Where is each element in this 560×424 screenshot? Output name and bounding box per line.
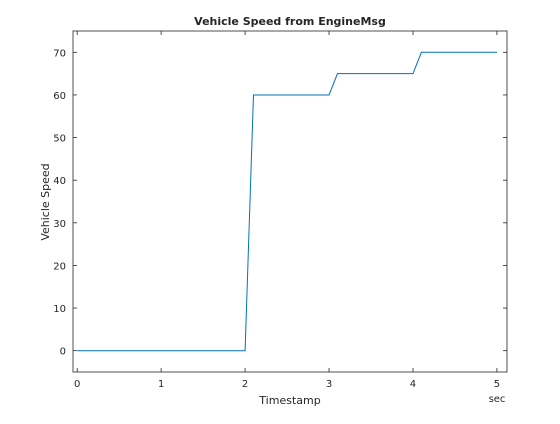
x-tick-label: 4 [410,379,416,390]
x-tick-label: 0 [74,379,80,390]
plot-area [73,31,507,372]
x-unit-label: sec [489,394,506,405]
series-line [77,51,497,352]
x-tick-label: 5 [494,379,500,390]
x-tick-label: 3 [326,379,332,390]
series-group [77,51,497,352]
y-tick-label: 70 [53,48,66,59]
x-tick-label: 1 [158,379,164,390]
y-tick-label: 60 [53,91,66,102]
y-ticks: 0 10 20 30 40 50 60 70 [53,48,507,358]
y-tick-label: 20 [53,261,66,272]
chart-title: Vehicle Speed from EngineMsg [194,15,386,28]
x-ticks: 0 1 2 3 4 5 [74,31,500,390]
x-tick-label: 2 [242,379,248,390]
x-axis-label: Timestamp [258,394,320,407]
y-tick-label: 10 [53,304,66,315]
y-tick-label: 40 [53,176,66,187]
y-axis-label: Vehicle Speed [39,163,52,240]
y-tick-label: 50 [53,134,66,145]
y-tick-label: 0 [60,347,66,358]
axes-frame [72,30,508,373]
axes-box [72,30,508,373]
y-tick-label: 30 [53,219,66,230]
